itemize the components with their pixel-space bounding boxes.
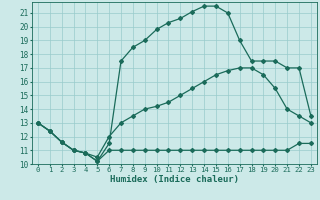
X-axis label: Humidex (Indice chaleur): Humidex (Indice chaleur) xyxy=(110,175,239,184)
